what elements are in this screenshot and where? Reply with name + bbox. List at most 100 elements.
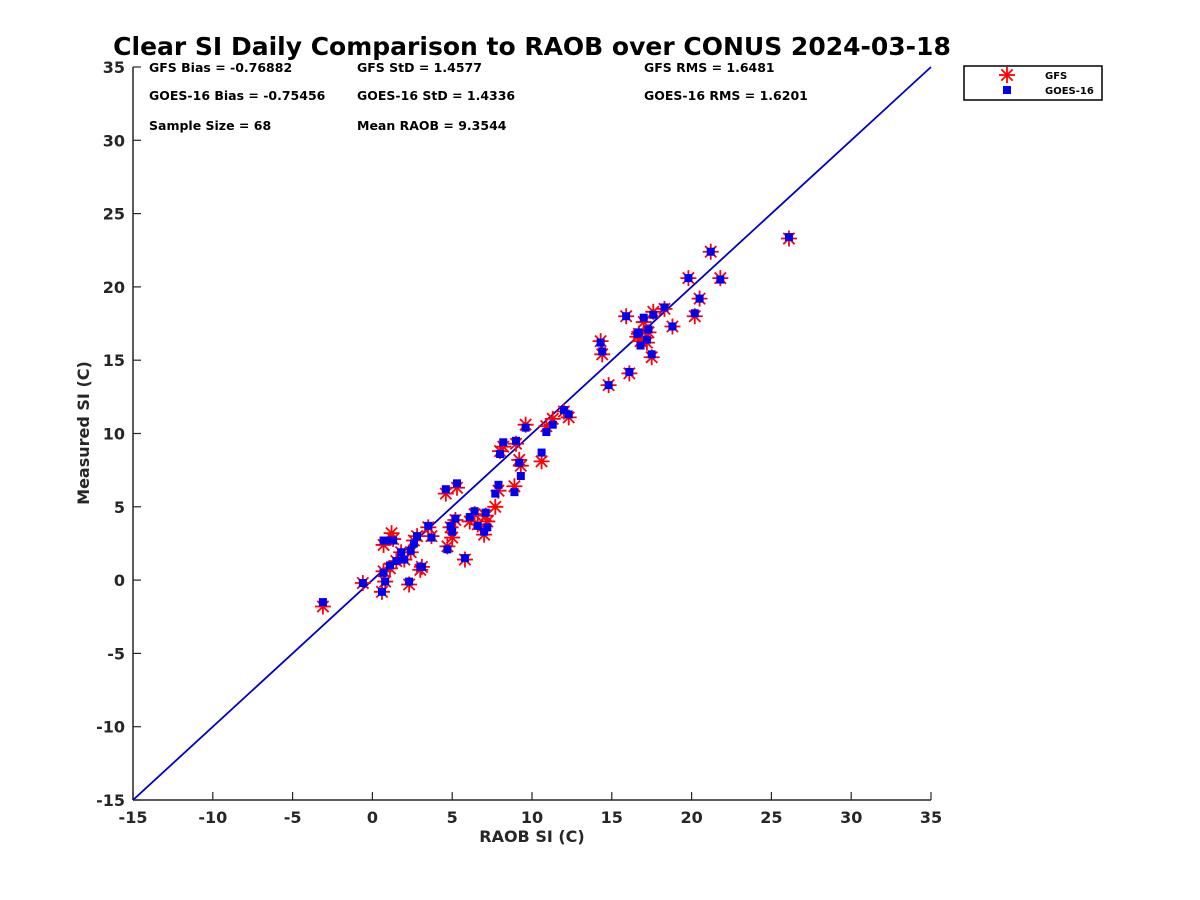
y-tick-label: -10	[96, 718, 125, 737]
x-tick-label: 10	[521, 808, 543, 827]
goes-16-point	[392, 557, 401, 566]
legend-goes-marker	[1003, 86, 1011, 94]
goes-16-point	[706, 247, 715, 256]
stat-sample-size: Sample Size = 68	[149, 118, 271, 133]
y-tick-label: 15	[103, 351, 125, 370]
goes-16-point	[451, 514, 460, 523]
y-tick-label: 0	[114, 571, 125, 590]
legend-box	[963, 65, 1103, 101]
x-axis-label: RAOB SI (C)	[479, 827, 584, 846]
goes-16-point	[446, 521, 455, 530]
x-tick-label: 30	[840, 808, 862, 827]
goes-16-point	[644, 325, 653, 334]
y-tick-label: -5	[107, 644, 125, 663]
goes-16-point	[427, 533, 436, 542]
goes-16-point	[379, 536, 388, 545]
one-to-one-line	[132, 66, 932, 801]
goes-16-point	[521, 423, 530, 432]
goes-16-point	[548, 420, 557, 429]
goes-16-point	[448, 527, 457, 536]
goes-16-point	[660, 303, 669, 312]
goes-16-point	[470, 507, 479, 516]
axes: -15 -10 -5 0 5 10 15 20 25 30 35 -15 -10 -5 0 5 10 15 20 25…	[96, 58, 942, 827]
stat-goes-std: GOES-16 StD = 1.4336	[357, 88, 515, 103]
goes-16-point	[389, 536, 398, 545]
goes-16-point	[460, 554, 469, 563]
goes-16-point	[634, 328, 643, 337]
x-tick-label: 25	[760, 808, 782, 827]
stat-goes-bias: GOES-16 Bias = -0.75456	[149, 88, 326, 103]
goes-16-point	[598, 347, 607, 356]
goes-16-point	[358, 579, 367, 588]
goes-16-point	[596, 338, 605, 347]
y-tick-label: 30	[103, 131, 125, 150]
goes-16-point	[622, 312, 631, 321]
goes-16-point	[443, 545, 452, 554]
y-axis-label: Measured SI (C)	[74, 361, 93, 505]
gfs-point	[487, 498, 504, 515]
x-tick-label: 20	[680, 808, 702, 827]
goes-16-point	[559, 406, 568, 415]
goes-16-point	[424, 521, 433, 530]
goes-16-point	[639, 313, 648, 322]
stat-mean-raob: Mean RAOB = 9.3544	[357, 118, 507, 133]
x-tick-label: 35	[920, 808, 942, 827]
goes-16-point	[668, 322, 677, 331]
goes-16-point	[491, 489, 500, 498]
goes-16-point	[564, 410, 573, 419]
goes-16-point	[409, 539, 418, 548]
goes-16-point	[516, 472, 525, 481]
stat-goes-rms: GOES-16 RMS = 1.6201	[644, 88, 808, 103]
goes-16-point	[642, 335, 651, 344]
goes-16-point	[784, 233, 793, 242]
goes-16-point	[473, 521, 482, 530]
goes-16-point	[695, 294, 704, 303]
goes-16-point	[452, 479, 461, 488]
goes-16-point	[397, 548, 406, 557]
goes-16-point	[496, 450, 505, 459]
y-tick-label: 20	[103, 278, 125, 297]
goes-16-point	[417, 562, 426, 571]
x-tick-label: 15	[601, 808, 623, 827]
legend: GFS GOES-16	[963, 65, 1103, 101]
stat-gfs-rms: GFS RMS = 1.6481	[644, 60, 775, 75]
goes-16-point	[542, 428, 551, 437]
goes-16-point	[483, 523, 492, 532]
x-tick-label: -10	[198, 808, 227, 827]
goes-16-series	[318, 233, 793, 607]
goes-16-point	[690, 309, 699, 318]
goes-16-point	[465, 513, 474, 522]
chart-title: Clear SI Daily Comparison to RAOB over C…	[113, 32, 951, 61]
goes-16-point	[379, 568, 388, 577]
goes-16-point	[716, 275, 725, 284]
goes-16-point	[604, 381, 613, 390]
goes-16-point	[385, 561, 394, 570]
legend-gfs-asterisk	[999, 67, 1015, 83]
goes-16-point	[377, 587, 386, 596]
goes-16-point	[318, 598, 327, 607]
goes-16-point	[684, 274, 693, 283]
y-tick-label: 5	[114, 498, 125, 517]
goes-16-point	[625, 367, 634, 376]
goes-16-point	[481, 508, 490, 517]
goes-16-point	[381, 577, 390, 586]
goes-16-point	[512, 436, 521, 445]
goes-16-point	[494, 480, 503, 489]
goes-16-point	[405, 577, 414, 586]
goes-16-point	[537, 448, 546, 457]
legend-goes-label: GOES-16	[1045, 86, 1094, 97]
goes-16-point	[499, 438, 508, 447]
reference-line	[132, 66, 932, 801]
goes-16-point	[441, 485, 450, 494]
goes-16-point	[647, 350, 656, 359]
stats-block: GFS Bias = -0.76882 GFS StD = 1.4577 GFS…	[149, 60, 808, 133]
goes-16-point	[649, 310, 658, 319]
goes-16-point	[400, 555, 409, 564]
x-tick-label: 5	[447, 808, 458, 827]
goes-16-point	[480, 527, 489, 536]
goes-16-point	[510, 488, 519, 497]
x-tick-label: 0	[367, 808, 378, 827]
legend-gfs-marker	[999, 67, 1015, 83]
goes-16-point	[413, 532, 422, 541]
